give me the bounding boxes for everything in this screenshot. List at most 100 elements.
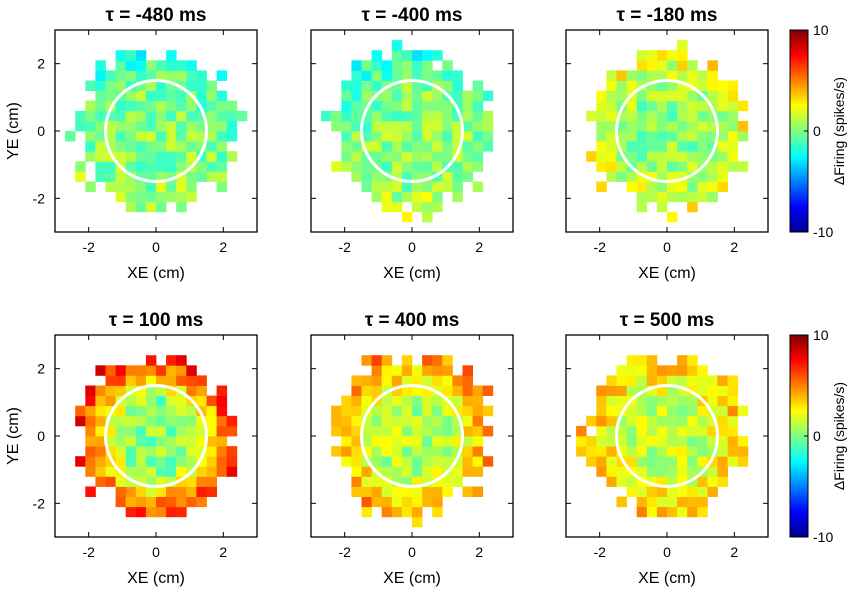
heatmap-cell	[626, 425, 638, 437]
heatmap-cell	[135, 171, 147, 182]
x-tick-label: 0	[663, 544, 671, 560]
heatmap-cell	[677, 466, 688, 477]
heatmap-cell	[727, 90, 739, 102]
heatmap-cell	[391, 375, 403, 386]
heatmap-cell	[576, 425, 587, 437]
heatmap-cell	[125, 405, 137, 417]
heatmap-cell	[636, 50, 648, 61]
heatmap-cell	[727, 80, 739, 91]
heatmap-cell	[381, 456, 393, 467]
x-axis-label: XE (cm)	[127, 570, 185, 587]
heatmap-cell	[135, 70, 147, 81]
heatmap-cell	[697, 80, 708, 91]
heatmap-cell	[687, 496, 698, 508]
heatmap-cell	[401, 141, 413, 152]
heatmap-cell	[412, 506, 423, 518]
heatmap-cell	[401, 456, 413, 467]
heatmap-cell	[341, 415, 352, 427]
heatmap-cell	[677, 171, 688, 182]
heatmap-cell	[636, 70, 648, 81]
heatmap-cell	[176, 405, 187, 417]
heatmap-cell	[206, 395, 217, 407]
heatmap-cell	[422, 80, 433, 91]
heatmap-cell	[401, 100, 413, 112]
heatmap-cell	[596, 466, 607, 477]
heatmap-cell	[442, 456, 453, 467]
heatmap-cell	[371, 425, 383, 437]
heatmap-cell	[442, 120, 453, 132]
heatmap-cell	[186, 100, 197, 112]
heatmap-cell	[656, 425, 668, 437]
heatmap-cell	[442, 365, 453, 376]
heatmap-cell	[717, 120, 728, 132]
heatmap-cell	[216, 120, 228, 132]
heatmap-cell	[707, 120, 718, 132]
x-tick-label: 2	[219, 544, 227, 560]
heatmap-cell	[196, 151, 207, 162]
heatmap-cell	[717, 415, 728, 427]
heatmap-cell	[95, 425, 106, 437]
heatmap-cell	[616, 141, 627, 152]
heatmap-cell	[656, 201, 668, 213]
heatmap-cell	[391, 151, 403, 162]
heatmap-cell	[667, 365, 678, 376]
panel-title: τ = -180 ms	[617, 5, 718, 26]
heatmap-cell	[737, 161, 749, 172]
heatmap-cell	[687, 141, 698, 152]
heatmap-cell	[452, 395, 463, 407]
heatmap-cell	[75, 405, 86, 417]
heatmap-cell	[371, 181, 383, 192]
heatmap-cell	[482, 456, 494, 467]
heatmap-cell	[442, 131, 453, 142]
heatmap-cell	[381, 60, 393, 71]
heatmap-cell	[472, 90, 484, 102]
heatmap-cell	[216, 425, 228, 437]
heatmap-cell	[462, 151, 473, 162]
colorbar-label: ΔFiring (spikes/s)	[831, 77, 847, 185]
heatmap-cell	[166, 385, 177, 396]
heatmap-cell	[432, 50, 443, 61]
heatmap-cell	[727, 415, 739, 427]
heatmap-cell	[135, 151, 147, 162]
heatmap-cell	[412, 436, 423, 447]
heatmap-cell	[75, 415, 86, 427]
heatmap-cell	[606, 100, 617, 112]
heatmap-cell	[125, 506, 137, 518]
heatmap-cell	[95, 151, 106, 162]
heatmap-cell	[687, 161, 698, 172]
heatmap-cell	[371, 486, 383, 497]
heatmap-cell	[422, 191, 433, 203]
heatmap-cell	[717, 110, 728, 122]
heatmap-cell	[105, 425, 116, 437]
heatmap-cell	[727, 120, 739, 132]
heatmap-cell	[206, 161, 217, 172]
heatmap-cell	[156, 131, 167, 142]
heatmap-cell	[422, 425, 433, 437]
heatmap-cell	[727, 151, 739, 162]
heatmap-cell	[727, 385, 739, 396]
heatmap-cell	[667, 110, 678, 122]
heatmap-cell	[351, 131, 362, 142]
heatmap-cell	[85, 456, 96, 467]
heatmap-cell	[707, 476, 718, 487]
heatmap-cell	[401, 466, 413, 477]
heatmap-cell	[667, 496, 678, 508]
heatmap-cell	[586, 110, 597, 122]
heatmap-cell	[697, 436, 708, 447]
heatmap-cell	[717, 446, 728, 457]
heatmap-cell	[361, 436, 372, 447]
heatmap-cell	[656, 365, 668, 376]
heatmap-cell	[196, 80, 207, 91]
heatmap-cell	[145, 456, 157, 467]
heatmap-cell	[432, 446, 443, 457]
heatmap-cell	[196, 486, 207, 497]
heatmap-cell	[186, 476, 197, 487]
heatmap-cell	[115, 181, 127, 192]
heatmap-cell	[646, 395, 658, 407]
heatmap-cell	[115, 131, 127, 142]
heatmap-cell	[472, 141, 484, 152]
heatmap-cell	[186, 415, 197, 427]
heatmap-cell	[442, 110, 453, 122]
heatmap-cell	[95, 100, 106, 112]
heatmap-cell	[145, 466, 157, 477]
